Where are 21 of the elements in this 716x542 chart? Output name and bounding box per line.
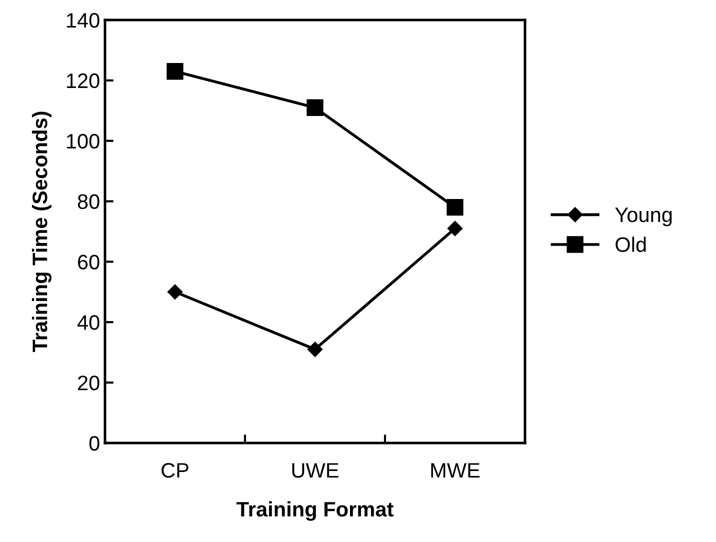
x-tick-label: UWE <box>292 463 338 478</box>
point <box>306 99 324 116</box>
y-axis-title: Training Time (Seconds) <box>32 112 52 352</box>
legend-label: Young <box>615 208 672 226</box>
point <box>446 198 464 216</box>
y-tick-label: 100 <box>66 134 100 149</box>
point <box>307 342 323 357</box>
point <box>447 220 463 236</box>
x-axis-title: Training Format <box>236 501 394 521</box>
y-tick-label: 20 <box>78 376 100 390</box>
y-tick-label: 60 <box>78 254 100 270</box>
x-tick-label: CP <box>162 462 188 478</box>
x-tick-label: MWE <box>431 463 480 478</box>
y-tick-label: 0 <box>89 436 100 451</box>
legend-label: Old <box>616 236 646 252</box>
y-tick-label: 120 <box>66 73 100 88</box>
point <box>166 63 184 80</box>
y-tick-label: 40 <box>77 315 100 330</box>
point <box>167 284 183 300</box>
y-tick-label: 80 <box>78 194 100 210</box>
y-tick-label: 140 <box>66 13 100 28</box>
